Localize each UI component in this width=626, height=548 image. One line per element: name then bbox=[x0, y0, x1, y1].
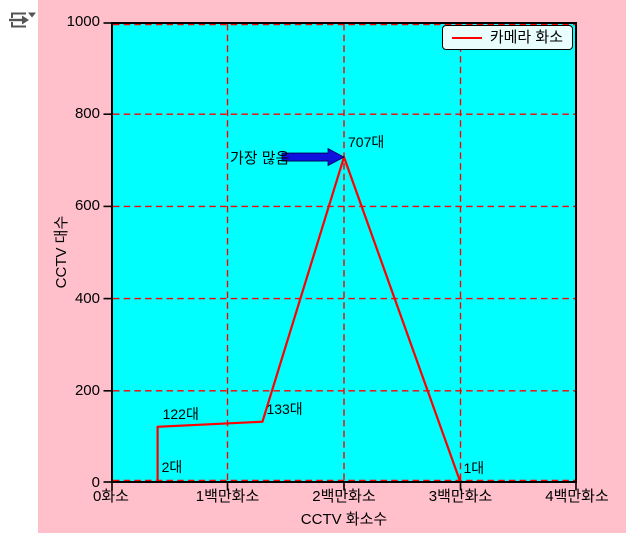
x-tick-label: 4백만화소 bbox=[545, 488, 609, 505]
chart-canvas bbox=[103, 22, 577, 491]
point-label: 133대 bbox=[266, 400, 303, 417]
x-tick-label: 1백만화소 bbox=[195, 488, 260, 505]
data-line bbox=[156, 153, 462, 483]
y-tick-label: 200 bbox=[74, 381, 100, 399]
y-tick-label: 400 bbox=[74, 289, 100, 307]
x-tick-label: 3백만화소 bbox=[428, 488, 493, 505]
x-tick-label: 0화소 bbox=[93, 488, 129, 505]
plot-area: 2대 122대 133대 707대 1대 가장 많음 카메라 화소 bbox=[103, 22, 577, 491]
point-label: 122대 bbox=[162, 405, 199, 422]
callout-arrow bbox=[281, 147, 345, 167]
point-label: 707대 bbox=[348, 134, 385, 151]
point-label: 1대 bbox=[463, 459, 485, 476]
export-arrow-glyph bbox=[9, 12, 36, 28]
legend-line-sample bbox=[451, 36, 482, 39]
y-tick-label: 1000 bbox=[66, 13, 100, 30]
figure: CCTV 대수 0 200 400 600 800 1000 0화소 1백만화소 2백만화소 3… bbox=[38, 0, 626, 533]
callout-label: 가장 많음 bbox=[230, 150, 290, 168]
export-plot-dropdown-icon[interactable] bbox=[7, 8, 37, 32]
y-tick-label: 0 bbox=[91, 474, 100, 491]
y-tick-label: 800 bbox=[74, 105, 100, 123]
x-tick-label: 2백만화소 bbox=[312, 488, 376, 505]
legend-label: 카메라 화소 bbox=[489, 29, 563, 46]
x-axis-title: CCTV 화소수 bbox=[300, 511, 388, 528]
legend: 카메라 화소 bbox=[441, 25, 573, 50]
y-tick-label: 600 bbox=[74, 197, 100, 215]
point-label: 2대 bbox=[161, 459, 183, 476]
axes-spines bbox=[111, 22, 577, 483]
